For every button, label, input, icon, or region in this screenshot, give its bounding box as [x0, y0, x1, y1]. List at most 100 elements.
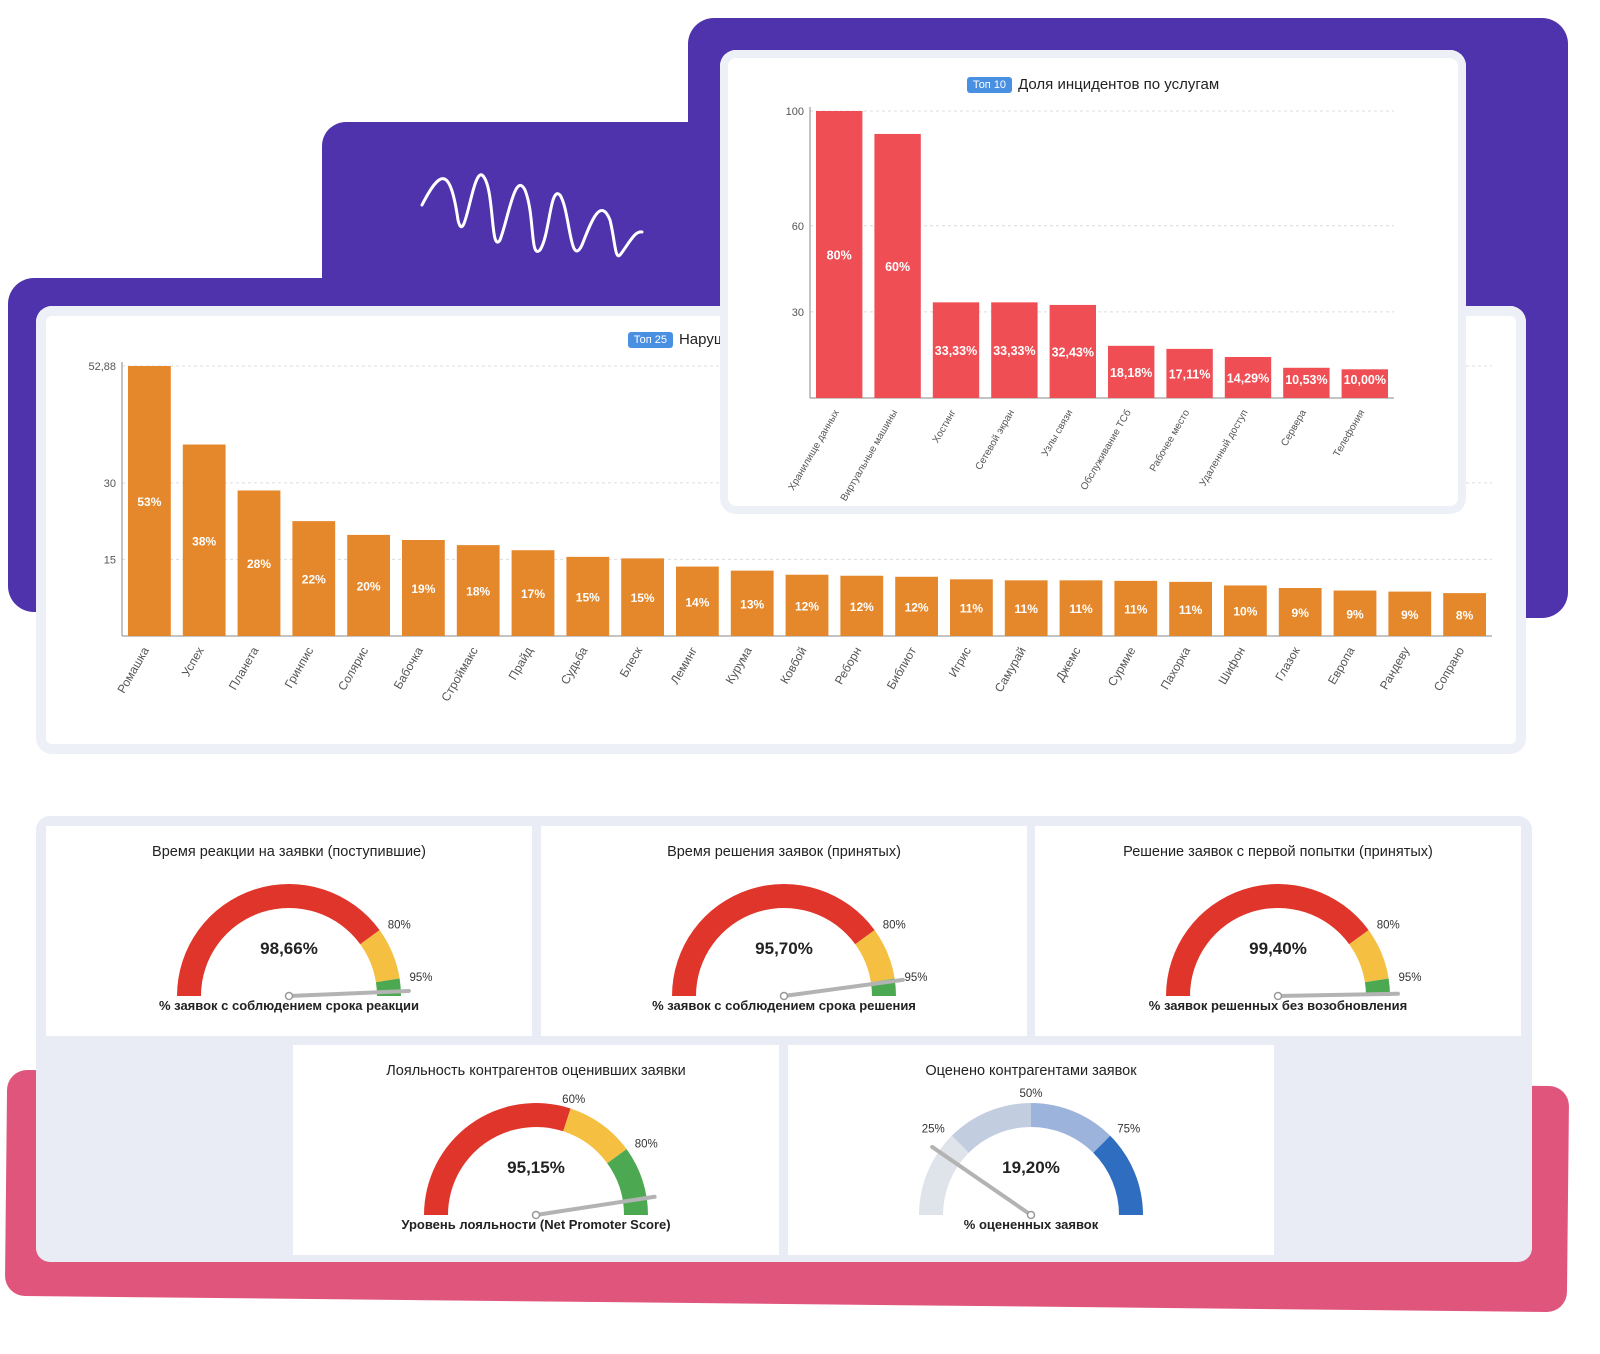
- x-tick-label: Обслуживание ТСб: [1078, 407, 1134, 492]
- x-tick-label: Джемс: [1053, 645, 1084, 684]
- x-tick-label: Шифон: [1215, 645, 1248, 687]
- gauge-threshold-label: 80%: [635, 1138, 658, 1150]
- bar-value-label: 33,33%: [935, 344, 977, 358]
- x-tick-label: Удаленный доступ: [1198, 408, 1251, 488]
- bar-value-label: 10,00%: [1344, 373, 1386, 387]
- gauge-needle: [782, 977, 905, 998]
- bar: [456, 545, 500, 636]
- bar-value-label: 12%: [905, 600, 929, 614]
- gauge-resolution-time: 80% 95% 95,70% % заявок с соблюдением срока…: [652, 884, 928, 1013]
- gauge-segment: [1093, 1135, 1143, 1215]
- x-tick-label: Игрис: [946, 645, 974, 680]
- bar-value-label: 17%: [521, 587, 545, 601]
- gauge-title: Время реакции на заявки (поступившие): [152, 844, 426, 860]
- top10-badge: Топ 10: [966, 77, 1013, 93]
- x-tick-label: Прайд: [506, 645, 536, 683]
- bar-value-label: 15%: [631, 591, 655, 605]
- gauge-title: Решение заявок с первой попытки (приняты…: [1123, 844, 1433, 860]
- bar-value-label: 11%: [1124, 602, 1148, 616]
- bar-value-label: 33,33%: [993, 344, 1035, 358]
- gauge-threshold-label: 80%: [883, 919, 906, 931]
- bar: [128, 366, 171, 636]
- x-tick-label: Ковбой: [777, 645, 809, 687]
- bar: [676, 566, 719, 636]
- gauge-threshold-label: 60%: [562, 1094, 585, 1106]
- incident-chart-title: Топ 10 Доля инцидентов по услугам: [728, 76, 1458, 93]
- bar: [1049, 304, 1096, 398]
- gauge-segment: [1166, 884, 1369, 996]
- gauge-value: 95,70%: [755, 939, 813, 958]
- incident-bar-chart: 100 60 30 80% Хранилище данных 60% Виртуальные…: [786, 106, 1394, 503]
- gauge-segment: [177, 884, 380, 996]
- bar: [1341, 369, 1388, 398]
- x-tick-label: Телефония: [1331, 408, 1368, 459]
- bar-value-label: 9%: [1346, 607, 1364, 621]
- bar: [932, 302, 980, 398]
- bar: [1443, 593, 1486, 636]
- gauge-value: 95,15%: [507, 1158, 565, 1177]
- y-tick-label: 30: [104, 478, 116, 490]
- gauge-caption: Уровень лояльности (Net Promoter Score): [401, 1217, 670, 1232]
- gauge-loyalty-nps: 60% 80% 95,15% Уровень лояльности (Net Prom…: [401, 1094, 670, 1232]
- gauge-threshold-label: 80%: [388, 919, 411, 931]
- bar: [785, 574, 829, 636]
- x-tick-label: Сетевой экран: [974, 408, 1017, 472]
- x-tick-label: Сервера: [1279, 408, 1309, 449]
- bar: [1278, 588, 1322, 636]
- bar: [182, 444, 226, 636]
- bar: [1224, 585, 1267, 636]
- bar: [1388, 591, 1432, 636]
- gauge-card-rated: Оценено контрагентами заявок 25% 50% 75% 19…: [788, 1045, 1274, 1255]
- bar-value-label: 38%: [192, 534, 216, 548]
- bar-value-label: 53%: [137, 495, 161, 509]
- gauge-segment: [424, 1103, 571, 1215]
- bar: [237, 490, 281, 636]
- y-tick-label: 15: [104, 554, 116, 566]
- gauge-needle: [287, 988, 411, 998]
- gauge-reaction-time: 80% 95% 98,66% % заявок с соблюдением срока…: [159, 884, 433, 1013]
- bar: [566, 556, 610, 636]
- gauge-caption: % заявок с соблюдением срока реакции: [159, 998, 419, 1013]
- bar: [621, 558, 664, 636]
- gauge-needle: [534, 1194, 657, 1217]
- bar-value-label: 11%: [1015, 602, 1039, 616]
- gauge-threshold-label: 80%: [1377, 919, 1400, 931]
- gauge-segment: [563, 1108, 627, 1164]
- gauge-segment: [919, 1135, 969, 1215]
- gauge-title: Время решения заявок (принятых): [667, 844, 901, 860]
- gauge-needle: [930, 1144, 1033, 1217]
- bar: [950, 579, 993, 636]
- x-tick-label: Европа: [1325, 644, 1358, 687]
- gauge-segment: [1031, 1103, 1111, 1153]
- bar-value-label: 60%: [885, 260, 910, 274]
- gauge-needle-pivot: [1026, 1210, 1036, 1220]
- bar-value-label: 14%: [685, 595, 709, 609]
- gauge-threshold-label: 95%: [1398, 972, 1421, 984]
- bar: [1224, 356, 1272, 398]
- bar-value-label: 28%: [247, 557, 271, 571]
- x-tick-label: Ромашка: [114, 644, 152, 695]
- gauge-value: 98,66%: [260, 939, 318, 958]
- x-tick-label: Судьба: [558, 644, 591, 687]
- x-tick-label: Солярис: [335, 645, 371, 694]
- sla-bar-chart: 52,88 30 15 53% Ромашка 38% Успех 28% Планета 22%…: [88, 361, 1492, 704]
- incident-chart-inner: Топ 10 Доля инцидентов по услугам 100 60 30…: [728, 58, 1458, 506]
- gauge-threshold-label: 95%: [904, 972, 927, 984]
- x-tick-label: Гринпис: [282, 645, 317, 691]
- gauge-caption: % оцененных заявок: [964, 1217, 1099, 1232]
- bar-value-label: 17,11%: [1169, 367, 1211, 381]
- bar: [1059, 580, 1103, 636]
- bar: [1169, 581, 1212, 636]
- x-tick-label: Хостинг: [931, 408, 959, 445]
- bar: [991, 302, 1038, 398]
- gauge-segment: [1364, 978, 1390, 996]
- x-tick-label: Строймакс: [438, 645, 480, 704]
- bar-value-label: 18,18%: [1110, 366, 1152, 380]
- gauge-needle-pivot: [1273, 991, 1283, 1001]
- x-tick-label: Рабочее место: [1147, 407, 1192, 474]
- x-tick-label: Самурай: [992, 644, 1029, 694]
- gauge-threshold-label: 50%: [1019, 1088, 1042, 1100]
- bar: [1166, 348, 1213, 398]
- bar-value-label: 11%: [960, 602, 984, 616]
- x-tick-label: Бабочка: [391, 644, 426, 691]
